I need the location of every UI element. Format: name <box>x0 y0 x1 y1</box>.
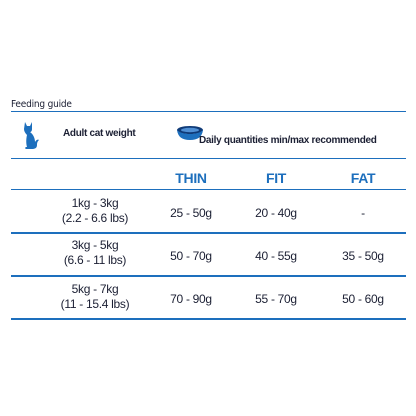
weight-range: 1kg - 3kg (2.2 - 6.6 lbs) <box>40 196 150 226</box>
adult-cat-weight-label: Adult cat weight <box>63 128 136 139</box>
table-header: Adult cat weight Daily quantities min/ma… <box>11 112 406 158</box>
divider <box>11 189 406 190</box>
column-header-fat: FAT <box>350 170 376 186</box>
food-bowl-icon <box>177 126 203 140</box>
divider <box>11 158 406 159</box>
weight-lbs: (11 - 15.4 lbs) <box>60 297 130 311</box>
value-thin: 50 - 70g <box>170 249 212 263</box>
weight-range: 3kg - 5kg (6.6 - 11 lbs) <box>40 238 150 268</box>
weight-kg: 3kg - 5kg <box>71 238 119 252</box>
column-header-fit: FIT <box>265 170 287 186</box>
value-fat: - <box>361 206 365 220</box>
feeding-guide-title: Feeding guide <box>11 99 72 110</box>
daily-quantities-label: Daily quantities min/max recommended <box>199 135 377 146</box>
weight-kg: 5kg - 7kg <box>71 282 119 296</box>
column-header-thin: THIN <box>175 170 207 186</box>
divider <box>11 111 406 112</box>
weight-range: 5kg - 7kg (11 - 15.4 lbs) <box>40 282 150 312</box>
cat-icon <box>24 122 39 149</box>
value-fit: 40 - 55g <box>255 249 297 263</box>
value-fat: 35 - 50g <box>342 249 384 263</box>
weight-lbs: (6.6 - 11 lbs) <box>63 253 127 267</box>
value-fat: 50 - 60g <box>342 292 384 306</box>
value-fit: 20 - 40g <box>255 206 297 220</box>
weight-kg: 1kg - 3kg <box>71 196 119 210</box>
value-fit: 55 - 70g <box>255 292 297 306</box>
divider <box>11 275 406 277</box>
value-thin: 70 - 90g <box>170 292 212 306</box>
divider <box>11 318 406 320</box>
divider <box>11 232 406 234</box>
weight-lbs: (2.2 - 6.6 lbs) <box>61 211 129 225</box>
value-thin: 25 - 50g <box>170 206 212 220</box>
